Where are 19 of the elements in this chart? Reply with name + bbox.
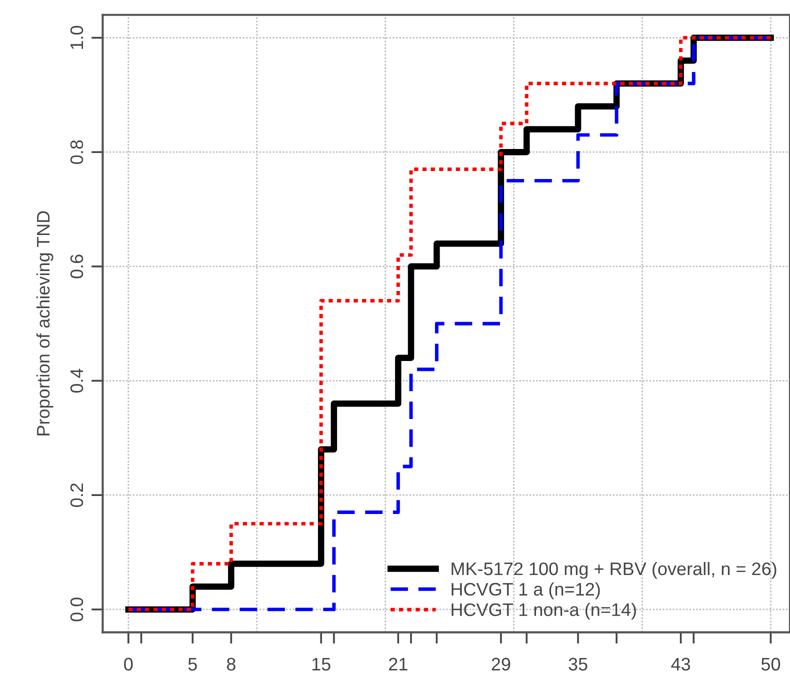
x-tick-label: 35 [568, 658, 588, 671]
y-tick-label: 0.8 [70, 140, 84, 164]
y-tick-label: 0.2 [70, 483, 84, 507]
x-tick-label: 8 [226, 658, 236, 671]
y-axis-title: Proportion of achieving TND [36, 211, 54, 436]
y-tick-label: 0.6 [70, 254, 84, 278]
x-tick-label: 5 [188, 658, 197, 671]
legend-label: MK-5172 100 mg + RBV (overall, n = 26) [452, 562, 776, 579]
x-tick-label: 0 [124, 658, 133, 671]
x-tick-label: 50 [761, 658, 780, 671]
y-tick-label: 1.0 [70, 26, 84, 49]
x-tick-label: 29 [492, 658, 510, 671]
legend-label: HCVGT 1 a (n=12) [452, 582, 600, 600]
x-tick-label: 43 [671, 658, 690, 671]
x-tick-label: 15 [312, 658, 330, 671]
y-tick-label: 0.4 [70, 368, 84, 393]
y-tick-label: 0.0 [70, 598, 84, 622]
legend-label: HCVGT 1 non-a (n=14) [452, 602, 636, 620]
x-tick-label: 21 [389, 658, 408, 670]
